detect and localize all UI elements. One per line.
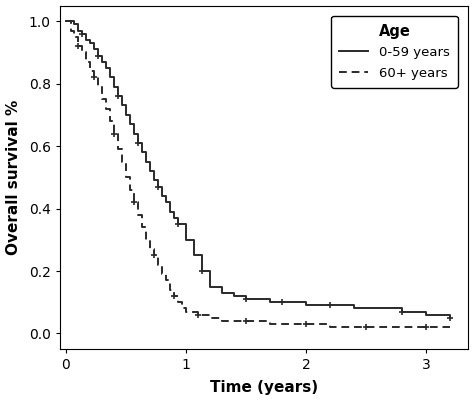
Y-axis label: Overall survival %: Overall survival %: [6, 100, 20, 255]
X-axis label: Time (years): Time (years): [210, 381, 318, 395]
Legend: 0-59 years, 60+ years: 0-59 years, 60+ years: [331, 16, 458, 88]
